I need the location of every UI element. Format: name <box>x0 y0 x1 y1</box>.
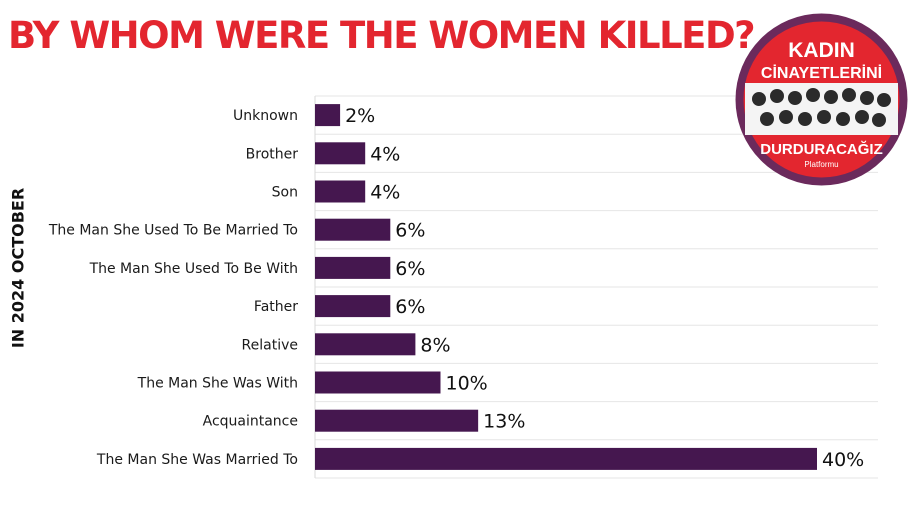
category-label: Brother <box>246 146 299 162</box>
category-label: The Man She Used To Be Married To <box>48 223 298 239</box>
value-label: 8% <box>420 334 450 356</box>
value-label: 40% <box>822 449 864 471</box>
value-label: 6% <box>395 296 425 318</box>
category-label: Unknown <box>233 108 298 124</box>
bar <box>315 447 817 470</box>
category-label: Acquaintance <box>203 414 298 430</box>
bar <box>315 180 366 203</box>
logo-line-3: DURDURACAĞIZ <box>760 140 883 158</box>
logo-line-1: KADIN <box>788 39 855 62</box>
logo-line-4: Platformu <box>804 160 838 169</box>
bar <box>315 371 441 394</box>
value-label: 4% <box>370 143 400 165</box>
category-label: Father <box>254 299 298 315</box>
faces-illustration <box>752 88 891 127</box>
logo-line-2: CİNAYETLERİNİ <box>761 64 882 82</box>
category-label: Son <box>272 185 298 201</box>
value-label: 6% <box>395 258 425 280</box>
bar <box>315 218 391 241</box>
category-label: The Man She Was With <box>137 376 298 392</box>
bar <box>315 256 391 279</box>
bar <box>315 409 479 432</box>
category-label: Relative <box>242 337 298 353</box>
value-label: 10% <box>446 373 488 395</box>
value-label: 4% <box>370 182 400 204</box>
value-label: 2% <box>345 105 375 127</box>
category-label: The Man She Used To Be With <box>89 261 298 277</box>
category-label: The Man She Was Married To <box>96 452 298 468</box>
bar <box>315 295 391 318</box>
platform-logo: KADIN CİNAYETLERİNİ DURDURACAĞIZ Platfor… <box>735 13 908 186</box>
bar <box>315 333 416 356</box>
value-label: 6% <box>395 220 425 242</box>
bar <box>315 142 366 165</box>
chart-title: BY WHOM WERE THE WOMEN KILLED? <box>8 14 756 57</box>
value-label: 13% <box>483 411 525 433</box>
bar <box>315 104 341 127</box>
